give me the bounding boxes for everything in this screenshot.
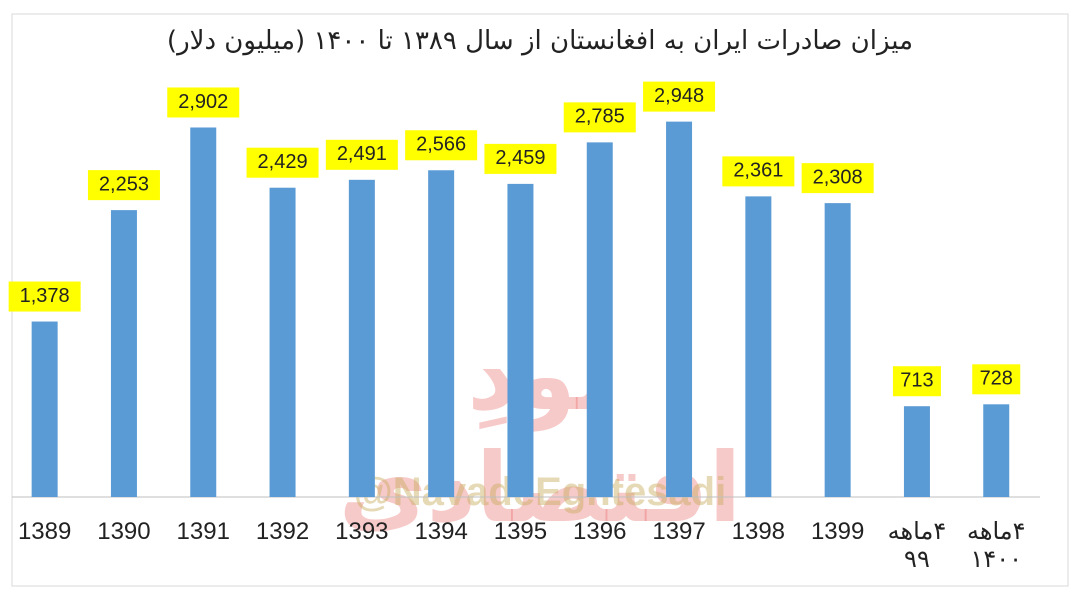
x-tick-label: ۴ماهه ۱۴۰۰ <box>966 518 1026 573</box>
watermark-handle: @NavadeEghtesadi <box>353 470 727 514</box>
bar <box>666 121 693 497</box>
x-tick-label: 1391 <box>176 518 230 545</box>
value-label-box <box>246 147 319 178</box>
value-label-box <box>8 281 81 312</box>
value-label: 2,948 <box>654 85 704 107</box>
x-tick-label: 1393 <box>335 518 389 545</box>
x-tick-label: 1398 <box>731 518 786 545</box>
value-label-box <box>643 81 716 112</box>
bar <box>269 187 296 497</box>
value-label-box <box>325 139 398 170</box>
value-label-box <box>484 143 557 174</box>
value-label-box <box>405 130 478 161</box>
value-label-box <box>722 156 795 187</box>
value-label: 2,429 <box>258 151 308 173</box>
value-label: 2,902 <box>178 91 228 113</box>
bar <box>31 321 58 497</box>
bar <box>824 203 851 497</box>
x-tick-label: 1389 <box>17 518 72 545</box>
bar <box>428 170 455 497</box>
x-tick-label: 1396 <box>573 518 627 545</box>
value-label-box <box>972 364 1021 395</box>
bar <box>507 183 534 497</box>
value-label: 713 <box>900 369 933 391</box>
x-tick-label: 1392 <box>255 518 310 545</box>
value-label: 2,308 <box>813 166 863 188</box>
x-tick-label: 1399 <box>810 518 865 545</box>
x-tick-label: ۴ماهه ۹۹ <box>887 518 947 573</box>
value-label: 2,459 <box>495 147 545 169</box>
value-label: 2,785 <box>575 106 625 128</box>
value-label: 2,361 <box>733 160 783 182</box>
x-tick-label: 1397 <box>652 518 706 545</box>
bar <box>348 179 375 497</box>
x-tick-label: 1390 <box>97 518 151 545</box>
value-label-box <box>167 87 240 118</box>
value-label: 2,253 <box>99 173 149 195</box>
bar <box>903 406 930 497</box>
bar <box>983 404 1010 497</box>
x-tick-label: 1394 <box>414 518 468 545</box>
chart-title: میزان صادرات ایران به افغانستان از سال ۱… <box>166 26 914 56</box>
bar <box>190 127 217 497</box>
value-label: 2,566 <box>416 134 466 156</box>
value-label-box <box>892 366 941 397</box>
value-label: 728 <box>980 368 1013 390</box>
bar <box>586 142 613 498</box>
value-label-box <box>801 163 874 194</box>
bar <box>110 210 137 498</box>
value-label-box <box>87 170 160 201</box>
value-label-box <box>563 102 636 133</box>
value-label: 2,491 <box>337 143 387 165</box>
x-tick-label: 1395 <box>493 518 548 545</box>
bar <box>745 196 772 497</box>
value-label: 1,378 <box>20 285 70 307</box>
